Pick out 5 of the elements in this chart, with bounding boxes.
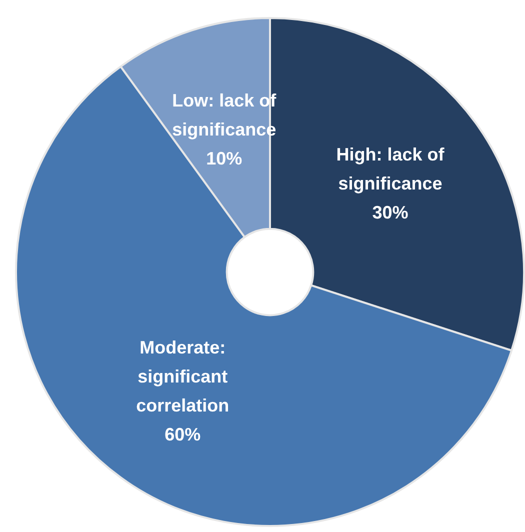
data-label: 10% — [206, 148, 242, 169]
data-label: 60% — [164, 424, 201, 445]
slice-label: Moderate: significant correlation — [136, 338, 230, 416]
data-label: 30% — [372, 202, 408, 223]
slice-label: High: lack of significance — [336, 144, 446, 194]
